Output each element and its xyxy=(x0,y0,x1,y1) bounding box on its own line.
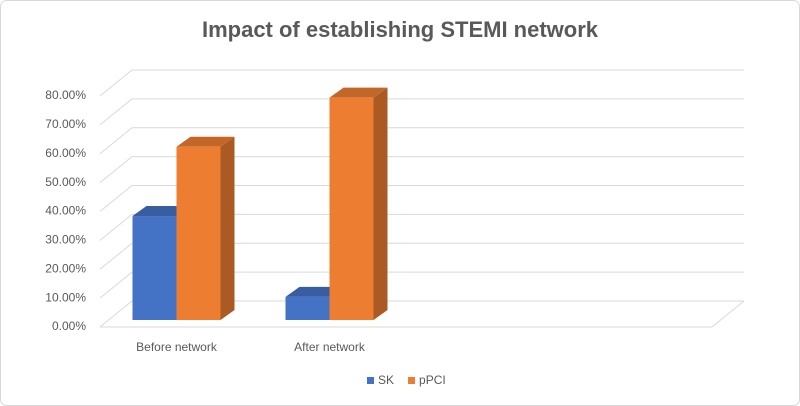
grid-line xyxy=(99,271,744,299)
y-tick-label: 10.00% xyxy=(45,290,86,304)
y-tick-label: 40.00% xyxy=(45,204,86,218)
bar-top xyxy=(132,206,191,217)
grid-line xyxy=(99,156,744,184)
bar xyxy=(329,97,374,320)
bar-top xyxy=(285,286,344,297)
grid-line xyxy=(99,242,744,270)
bar-side xyxy=(220,136,235,320)
y-tick-label: 70.00% xyxy=(45,117,86,131)
legend-swatch xyxy=(408,377,416,384)
y-tick-label: 60.00% xyxy=(45,146,86,160)
y-tick-label: 20.00% xyxy=(45,261,86,275)
grid-line xyxy=(99,69,744,97)
legend-label: SK xyxy=(378,373,394,387)
grid-line xyxy=(99,213,744,241)
legend-swatch xyxy=(367,377,374,384)
legend-label: pPCI xyxy=(419,373,446,387)
bar-top xyxy=(329,87,388,98)
bar-side xyxy=(373,87,388,320)
chart-title: Impact of establishing STEMI network xyxy=(202,17,599,42)
bar xyxy=(176,146,221,320)
y-tick-label: 50.00% xyxy=(45,175,86,189)
x-tick-label: Before network xyxy=(136,340,218,354)
grid-line xyxy=(99,300,744,328)
y-tick-label: 80.00% xyxy=(45,88,86,102)
grid-line xyxy=(99,185,744,212)
y-tick-label: 30.00% xyxy=(45,233,86,247)
floor-edge xyxy=(711,300,745,328)
grid-line xyxy=(99,98,744,126)
x-tick-label: After network xyxy=(294,340,366,354)
bar xyxy=(285,296,330,320)
y-tick-label: 0.00% xyxy=(52,319,86,333)
bar-top xyxy=(176,136,235,147)
grid-line xyxy=(99,127,744,155)
bar xyxy=(132,216,177,320)
